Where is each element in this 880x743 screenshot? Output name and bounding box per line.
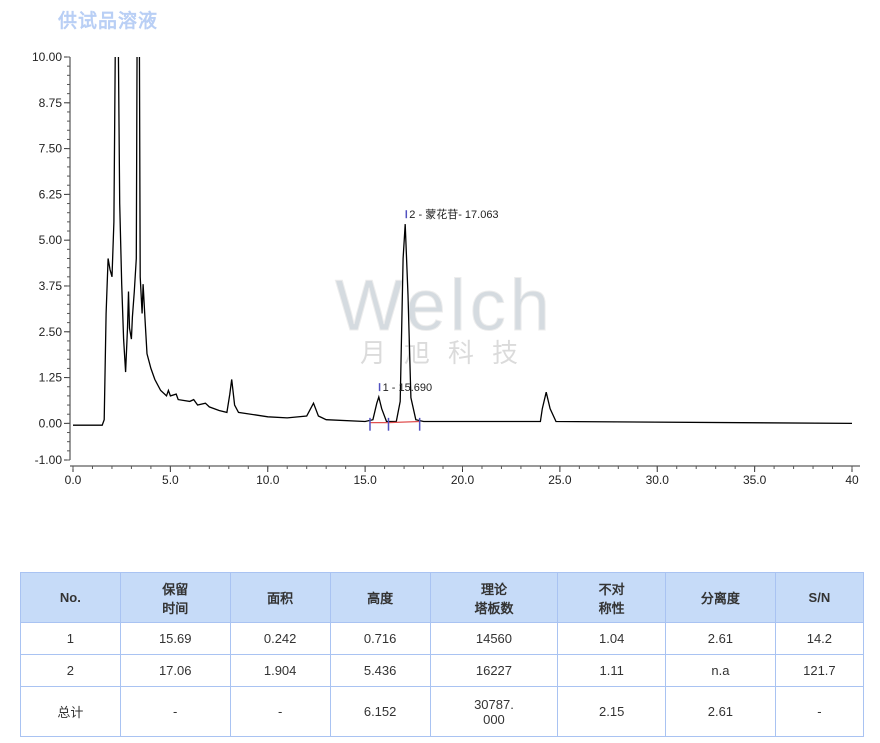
table-cell: 16227 bbox=[429, 654, 559, 687]
chromatogram-chart: Welch 月旭科技 10.00 8.75 7.50 6.25 5.00 3.75 2.50… bbox=[32, 50, 860, 487]
table-cell: 14560 bbox=[429, 622, 559, 655]
column-header: 高度 bbox=[329, 572, 431, 623]
x-tick-label: 25.0 bbox=[548, 473, 572, 487]
table-cell: - bbox=[774, 686, 865, 737]
table-cell: 1 bbox=[20, 622, 121, 655]
y-tick-label: 3.75 bbox=[39, 279, 63, 293]
y-tick-label: 7.50 bbox=[39, 142, 63, 156]
table-cell: 1.04 bbox=[557, 622, 667, 655]
chart-title: 供试品溶液 bbox=[58, 10, 159, 32]
table-cell: 14.2 bbox=[774, 622, 865, 655]
chromatogram-trace bbox=[73, 57, 853, 426]
x-tick-label: 40 bbox=[845, 473, 859, 487]
table-cell: 17.06 bbox=[119, 654, 231, 687]
table-cell: 2.15 bbox=[557, 686, 667, 737]
peak-results-table: No. 保留 时间 面积 高度 理论 塔板数 不对 称性 分离度 S/N 1 15.69 0.24… bbox=[20, 572, 865, 737]
column-header: 不对 称性 bbox=[557, 572, 667, 623]
x-tick-label: 0.0 bbox=[65, 473, 82, 487]
table-cell: 总计 bbox=[20, 686, 121, 737]
table-cell: 1.11 bbox=[557, 654, 667, 687]
table-row: 总计 - -6.152 30787. 000 2.15 2.61- bbox=[20, 686, 865, 737]
table-cell: 5.436 bbox=[329, 654, 431, 687]
watermark-sub-text: 月旭科技 bbox=[360, 339, 536, 369]
table-cell: 2.61 bbox=[665, 686, 776, 737]
table-cell: - bbox=[229, 686, 331, 737]
table-row: 2 17.06 1.904 5.436 16227 1.11 n.a 121.7 bbox=[20, 654, 865, 687]
y-tick-label: 10.00 bbox=[32, 50, 62, 64]
table-cell: 0.242 bbox=[229, 622, 331, 655]
y-tick-label: -1.00 bbox=[35, 453, 63, 467]
table-cell: 15.69 bbox=[119, 622, 231, 655]
table-cell: 1.904 bbox=[229, 654, 331, 687]
column-header: 保留 时间 bbox=[119, 572, 231, 623]
x-tick-label: 20.0 bbox=[451, 473, 475, 487]
table-cell: n.a bbox=[665, 654, 776, 687]
x-tick-label: 35.0 bbox=[743, 473, 767, 487]
peak-label: 1 - 15.690 bbox=[383, 382, 433, 394]
x-tick-label: 10.0 bbox=[256, 473, 280, 487]
watermark-logo-text: Welch bbox=[335, 266, 554, 346]
y-tick-label: 8.75 bbox=[39, 96, 63, 110]
x-tick-label: 15.0 bbox=[353, 473, 377, 487]
y-tick-label: 1.25 bbox=[39, 371, 63, 385]
table-cell: 2 bbox=[20, 654, 121, 687]
welch-watermark-logo: Welch 月旭科技 bbox=[335, 266, 554, 370]
y-tick-label: 2.50 bbox=[39, 325, 63, 339]
x-tick-label: 30.0 bbox=[646, 473, 670, 487]
table-cell: 121.7 bbox=[774, 654, 865, 687]
peak-label: 2 - 蒙花苷- 17.063 bbox=[409, 207, 498, 221]
column-header: 理论 塔板数 bbox=[429, 572, 559, 623]
x-tick-label: 5.0 bbox=[162, 473, 179, 487]
table-cell: - bbox=[119, 686, 231, 737]
table-row: 1 15.69 0.242 0.716 14560 1.04 2.61 14.2 bbox=[20, 622, 865, 655]
column-header: No. bbox=[20, 572, 121, 623]
table-cell: 2.61 bbox=[665, 622, 776, 655]
column-header: S/N bbox=[774, 572, 865, 623]
column-header: 分离度 bbox=[665, 572, 776, 623]
column-header: 面积 bbox=[229, 572, 331, 623]
table-cell: 30787. 000 bbox=[429, 686, 559, 737]
table-cell: 6.152 bbox=[329, 686, 431, 737]
y-tick-label: 5.00 bbox=[39, 233, 63, 247]
y-tick-label: 0.00 bbox=[39, 416, 63, 430]
y-tick-label: 6.25 bbox=[39, 187, 63, 201]
table-cell: 0.716 bbox=[329, 622, 431, 655]
